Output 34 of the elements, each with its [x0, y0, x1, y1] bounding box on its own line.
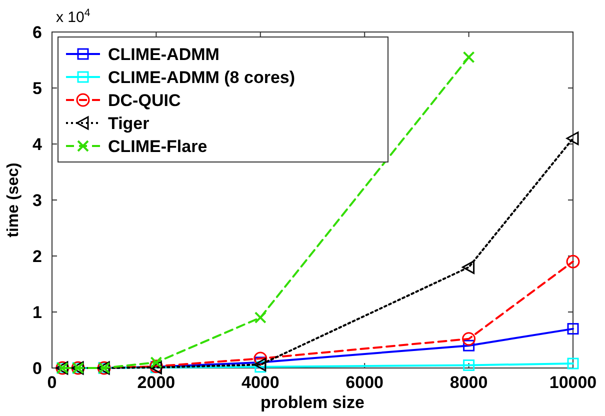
point	[254, 358, 266, 372]
point	[254, 352, 268, 366]
x-tick-label: 0	[47, 373, 57, 392]
y-tick-label: 1	[32, 303, 42, 322]
point	[463, 359, 475, 371]
legend-label: CLIME-Flare	[108, 137, 208, 156]
x-tick-label: 8000	[450, 373, 488, 392]
x-axis-title: problem size	[260, 393, 364, 412]
text: x 10$^{4}$	[56, 7, 90, 26]
point	[462, 51, 475, 64]
y-tick-label: 5	[32, 79, 42, 98]
point	[254, 312, 266, 324]
x-tick-label: 2000	[137, 373, 176, 392]
y-tick-label: 4	[32, 135, 43, 154]
y-axis-title: time (sec)	[5, 162, 22, 238]
legend-label: CLIME-ADMM	[108, 45, 220, 64]
legend-label: CLIME-ADMM (8 cores)	[108, 68, 296, 87]
y-tick-label: 3	[32, 191, 42, 210]
point	[462, 260, 475, 274]
y-tick-label: 0	[32, 359, 42, 378]
point	[566, 132, 579, 146]
x-tick-label: 10000	[549, 373, 597, 392]
y-tick-label: 6	[32, 23, 42, 42]
y-tick-label: 2	[32, 247, 42, 266]
point	[463, 340, 475, 352]
legend-label: DC-QUIC	[108, 91, 181, 110]
x-tick-label: 4000	[241, 373, 280, 392]
point	[462, 332, 476, 346]
point	[150, 356, 162, 368]
point	[566, 254, 580, 268]
point	[567, 323, 579, 335]
legend-label: Tiger	[108, 114, 150, 133]
x-tick-label: 6000	[346, 373, 384, 392]
point	[567, 358, 579, 370]
